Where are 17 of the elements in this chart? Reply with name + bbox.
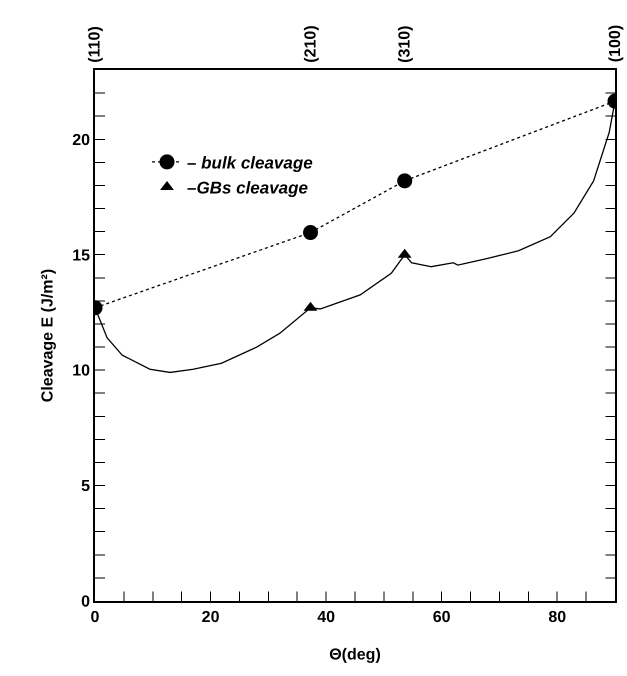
y-tick-label: 0 [81, 594, 90, 611]
y-tick-label: 20 [72, 132, 90, 149]
legend-label: –GBs cleavage [187, 178, 308, 198]
y-tick-label: 15 [72, 247, 90, 264]
x-tick-label: 40 [317, 608, 336, 626]
x-tick-label: 20 [202, 608, 220, 626]
text: (100) [606, 24, 624, 62]
text: (310) [396, 26, 414, 63]
y-axis-title: Cleavage E (J/m²) [40, 268, 56, 402]
x-tick-label: 80 [548, 608, 566, 626]
legend-label: – bulk cleavage [187, 154, 313, 173]
y-tick-label: 10 [72, 362, 90, 380]
x-axis-title: Θ(deg) [329, 646, 381, 664]
x-tick-label: 60 [432, 608, 451, 626]
y-tick-label: 5 [81, 478, 90, 496]
text: (210) [302, 25, 320, 63]
text: (110) [86, 26, 104, 63]
